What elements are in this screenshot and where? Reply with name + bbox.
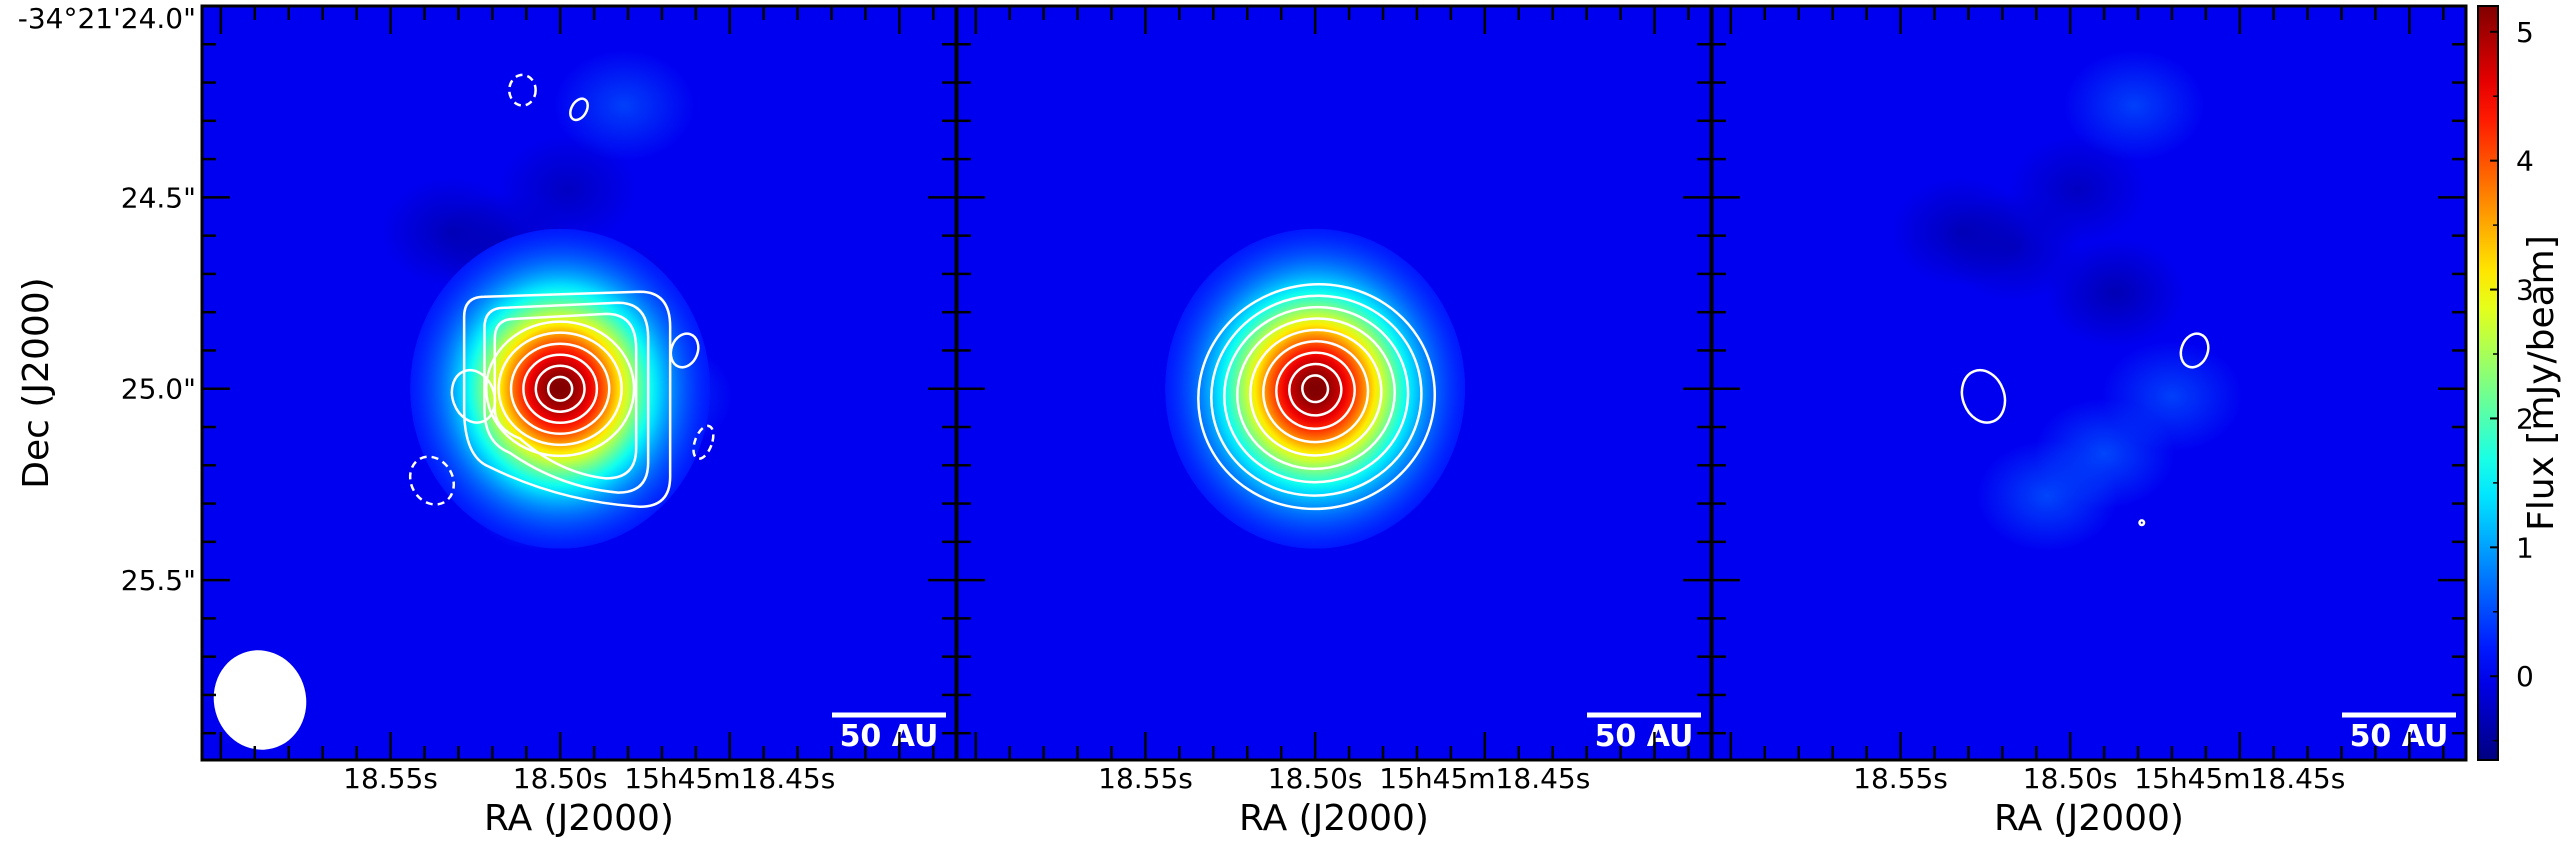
positive-contour	[1960, 368, 2007, 424]
contour-set	[1197, 283, 1437, 511]
x-tick-label: 18.55s	[1098, 762, 1193, 795]
colorbar-title: Flux [mJy/beam]	[2521, 235, 2562, 531]
panel-model: 50 AU	[955, 4, 1713, 762]
source-contour	[493, 312, 638, 480]
x-tick-labels-panel-1: 18.55s 18.50s 15h45m18.45s	[343, 762, 835, 795]
noise-blob	[2101, 341, 2242, 452]
positive-contour	[669, 332, 700, 369]
source-contour	[1301, 374, 1330, 404]
source-contour	[497, 331, 623, 447]
colorbar: 0 1 2 3 4 5 Flux [mJy/beam]	[2477, 5, 2562, 761]
source-contour	[1249, 328, 1383, 457]
panel-observation: 50 AU	[200, 4, 958, 762]
colorbar-ticks: 0 1 2 3 4 5	[2490, 16, 2534, 742]
source-contour	[483, 301, 650, 494]
source-contour	[509, 342, 611, 436]
source-contour	[522, 353, 599, 424]
positive-contour	[2138, 519, 2146, 527]
x-tick-label: 15h45m18.45s	[2134, 762, 2345, 795]
x-tick-labels-panel-2: 18.55s 18.50s 15h45m18.45s	[1098, 762, 1590, 795]
contour-set	[1960, 332, 2210, 527]
positive-contour	[569, 97, 589, 122]
colorbar-tick-label: 5	[2516, 16, 2534, 49]
flux-map	[1712, 6, 2466, 760]
source-emission	[410, 228, 711, 549]
beam-ellipse	[213, 650, 307, 750]
source-contour	[485, 320, 636, 458]
y-tick-label: 25.5"	[121, 564, 196, 597]
source-contour	[462, 290, 672, 508]
colorbar-tick-label: 1	[2516, 531, 2534, 564]
noise-blob	[497, 134, 638, 245]
x-axis-title: RA (J2000)	[484, 798, 674, 839]
scale-bar-label: 50 AU	[2350, 719, 2449, 754]
x-axis-title: RA (J2000)	[1239, 798, 1429, 839]
negative-contour	[408, 455, 456, 506]
scale-bar-label: 50 AU	[840, 719, 939, 754]
source-contour	[1210, 294, 1423, 497]
x-tick-label: 18.55s	[343, 762, 438, 795]
x-tick-label: 18.55s	[1853, 762, 1948, 795]
noise-blob	[554, 50, 695, 161]
colorbar-tick-label: 2	[2516, 402, 2534, 435]
beam-ellipse-group	[213, 650, 307, 750]
flux-map	[202, 6, 956, 760]
scale-bar: 50 AU	[2342, 712, 2456, 754]
scale-bar: 50 AU	[1587, 712, 1701, 754]
colorbar-tick-label: 3	[2516, 274, 2534, 307]
negative-contour	[692, 424, 715, 461]
colorbar-tick-label: 4	[2516, 145, 2534, 178]
tick-marks	[1712, 4, 2466, 760]
x-tick-label: 18.50s	[2023, 762, 2118, 795]
source-contour	[1262, 340, 1370, 444]
source-contour	[1223, 305, 1410, 484]
scale-bar-label: 50 AU	[1595, 719, 1694, 754]
y-tick-labels: -34°21'24.0" 24.5" 25.0" 25.5"	[18, 2, 196, 597]
source-contour	[1288, 362, 1343, 417]
negative-contour	[508, 73, 537, 107]
y-tick-label: -34°21'24.0"	[18, 2, 196, 35]
x-tick-label: 15h45m18.45s	[624, 762, 835, 795]
y-axis-title: Dec (J2000)	[16, 277, 57, 488]
source-contour	[1197, 283, 1437, 511]
noise-blob	[2007, 134, 2148, 245]
source-contour	[1275, 351, 1356, 430]
colorbar-gradient	[2477, 5, 2499, 761]
panel-frame	[1710, 4, 2468, 762]
positive-contour	[450, 368, 497, 424]
noise-blob	[2045, 238, 2186, 349]
noise-blob	[2064, 50, 2205, 161]
tick-marks	[202, 4, 956, 760]
y-tick-label: 24.5"	[121, 181, 196, 214]
flux-map	[957, 6, 1711, 760]
tick-marks	[957, 4, 1711, 760]
x-tick-labels-panel-3: 18.55s 18.50s 15h45m18.45s	[1853, 762, 2345, 795]
x-tick-label: 18.50s	[1268, 762, 1363, 795]
contour-set	[408, 73, 715, 508]
source-contour	[546, 375, 574, 402]
colorbar-tick-label: 0	[2516, 660, 2534, 693]
panel-residual: 50 AU	[1710, 4, 2468, 762]
source-contour	[534, 364, 586, 413]
x-axis-title: RA (J2000)	[1994, 798, 2184, 839]
scale-bar: 50 AU	[832, 712, 946, 754]
x-tick-label: 15h45m18.45s	[1379, 762, 1590, 795]
y-tick-label: 25.0"	[121, 373, 196, 406]
positive-contour	[2179, 332, 2210, 369]
x-tick-label: 18.50s	[513, 762, 608, 795]
source-contour	[1236, 317, 1396, 471]
